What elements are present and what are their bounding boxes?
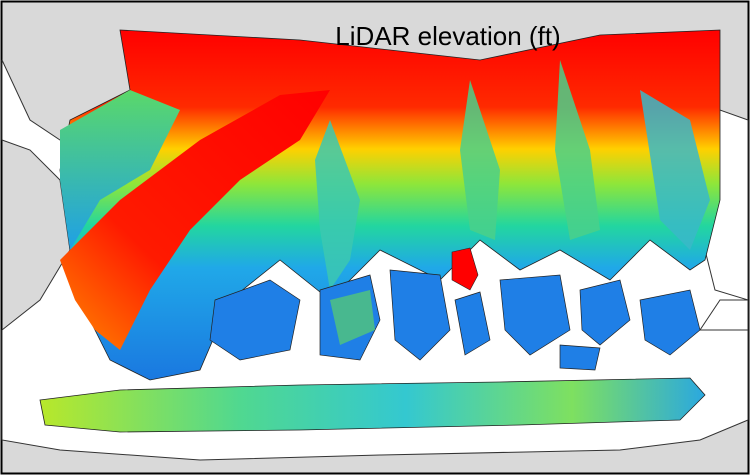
map-title: LiDAR elevation (ft) bbox=[335, 21, 560, 51]
map: LiDAR elevation (ft) bbox=[0, 0, 750, 475]
island bbox=[560, 345, 600, 370]
